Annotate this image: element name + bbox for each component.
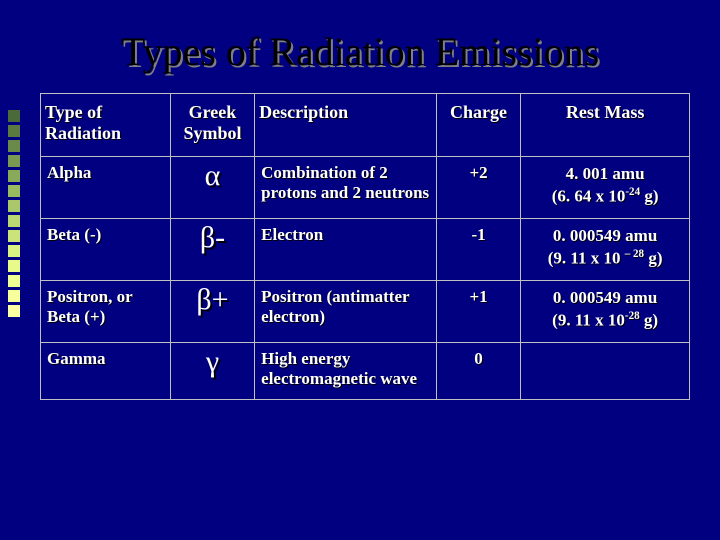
header-symbol: Greek Symbol bbox=[170, 94, 254, 157]
cell-description: Electron bbox=[255, 218, 437, 280]
decoration-square bbox=[8, 230, 20, 242]
decoration-square bbox=[8, 260, 20, 272]
cell-mass: 0. 000549 amu(9. 11 x 10 – 28 g) bbox=[521, 218, 690, 280]
decoration-square bbox=[8, 275, 20, 287]
header-charge: Charge bbox=[436, 94, 520, 157]
table-row: GammaγHigh energy electromagnetic wave0 bbox=[41, 342, 690, 399]
cell-symbol: α bbox=[170, 157, 254, 219]
slide-title: Types of Radiation Emissions bbox=[0, 0, 720, 93]
cell-type: Gamma bbox=[41, 342, 171, 399]
header-type: Type of Radiation bbox=[41, 94, 171, 157]
header-desc: Description bbox=[255, 94, 437, 157]
cell-charge: -1 bbox=[436, 218, 520, 280]
cell-type: Positron, or Beta (+) bbox=[41, 280, 171, 342]
decoration-square bbox=[8, 290, 20, 302]
cell-mass bbox=[521, 342, 690, 399]
table-row: AlphaαCombination of 2 protons and 2 neu… bbox=[41, 157, 690, 219]
table-row: Positron, or Beta (+)β+Positron (antimat… bbox=[41, 280, 690, 342]
side-decoration bbox=[0, 110, 28, 317]
cell-type: Beta (-) bbox=[41, 218, 171, 280]
cell-mass: 0. 000549 amu(9. 11 x 10-28 g) bbox=[521, 280, 690, 342]
radiation-table-wrap: Type of Radiation Greek Symbol Descripti… bbox=[40, 93, 690, 400]
decoration-square bbox=[8, 200, 20, 212]
decoration-square bbox=[8, 125, 20, 137]
decoration-square bbox=[8, 110, 20, 122]
decoration-square bbox=[8, 305, 20, 317]
decoration-square bbox=[8, 140, 20, 152]
table-row: Beta (-)β-Electron-10. 000549 amu(9. 11 … bbox=[41, 218, 690, 280]
cell-description: Combination of 2 protons and 2 neutrons bbox=[255, 157, 437, 219]
cell-type: Alpha bbox=[41, 157, 171, 219]
cell-symbol: γ bbox=[170, 342, 254, 399]
cell-charge: 0 bbox=[436, 342, 520, 399]
decoration-square bbox=[8, 155, 20, 167]
decoration-square bbox=[8, 170, 20, 182]
header-mass: Rest Mass bbox=[521, 94, 690, 157]
cell-description: Positron (antimatter electron) bbox=[255, 280, 437, 342]
cell-charge: +2 bbox=[436, 157, 520, 219]
decoration-square bbox=[8, 215, 20, 227]
decoration-square bbox=[8, 185, 20, 197]
decoration-square bbox=[8, 245, 20, 257]
radiation-table: Type of Radiation Greek Symbol Descripti… bbox=[40, 93, 690, 400]
cell-symbol: β- bbox=[170, 218, 254, 280]
table-body: AlphaαCombination of 2 protons and 2 neu… bbox=[41, 157, 690, 400]
table-header-row: Type of Radiation Greek Symbol Descripti… bbox=[41, 94, 690, 157]
cell-mass: 4. 001 amu(6. 64 x 10-24 g) bbox=[521, 157, 690, 219]
cell-charge: +1 bbox=[436, 280, 520, 342]
cell-symbol: β+ bbox=[170, 280, 254, 342]
cell-description: High energy electromagnetic wave bbox=[255, 342, 437, 399]
